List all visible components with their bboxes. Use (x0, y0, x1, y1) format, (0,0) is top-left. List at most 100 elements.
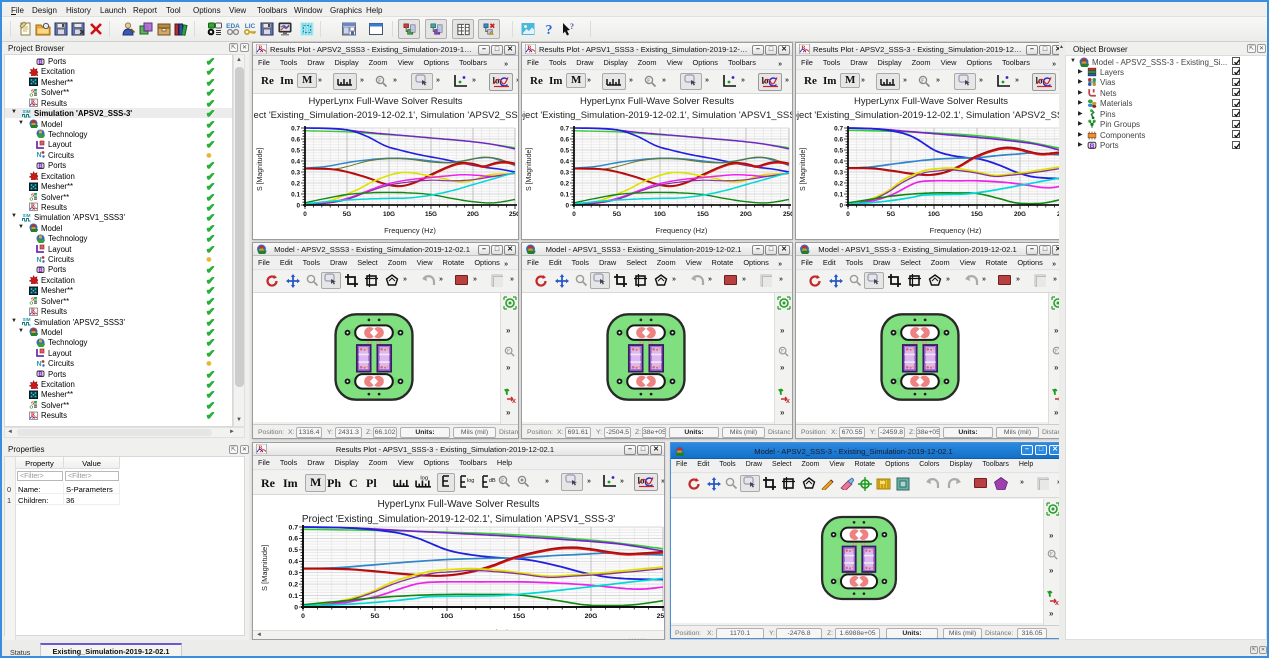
svg-text:0.7: 0.7 (560, 125, 569, 132)
svg-text:F: F (921, 79, 925, 85)
svg-text:0: 0 (846, 211, 850, 218)
svg-text:SIM: SIM (23, 109, 31, 114)
svg-text:S: S (31, 401, 35, 407)
svg-text:R: R (527, 45, 532, 51)
svg-text:F: F (1055, 349, 1058, 355)
svg-text:N: N (37, 257, 42, 264)
svg-text:25G: 25G (783, 211, 793, 218)
svg-text:0: 0 (294, 604, 298, 611)
svg-text:0.2: 0.2 (560, 180, 569, 187)
svg-text:0.4: 0.4 (834, 158, 843, 165)
svg-text:F: F (647, 79, 651, 85)
svg-text:x: x (786, 398, 790, 403)
svg-text:F: F (1050, 552, 1053, 558)
svg-text:0.3: 0.3 (560, 169, 569, 176)
svg-text:5G: 5G (887, 211, 896, 218)
svg-text:R: R (31, 412, 36, 418)
svg-text:S: S (31, 88, 35, 94)
svg-text:10G: 10G (441, 613, 454, 620)
svg-text:B: B (38, 268, 43, 274)
svg-text:5G: 5G (613, 211, 622, 218)
svg-text:0: 0 (296, 202, 300, 209)
svg-text:25G: 25G (657, 613, 665, 620)
svg-text:10G: 10G (928, 211, 940, 218)
svg-text:0.2: 0.2 (291, 180, 300, 187)
svg-text:0.4: 0.4 (289, 559, 299, 566)
svg-text:5G: 5G (370, 613, 379, 620)
svg-text:R: R (31, 99, 36, 105)
svg-text:0.2: 0.2 (834, 180, 843, 187)
svg-text:0.3: 0.3 (289, 570, 299, 577)
svg-text:O: O (30, 405, 34, 410)
svg-text:0.4: 0.4 (291, 158, 300, 165)
svg-text:x: x (1055, 600, 1059, 605)
svg-text:R: R (258, 445, 263, 451)
svg-text:F: F (378, 79, 382, 85)
svg-text:B: B (38, 60, 43, 66)
svg-text:0.5: 0.5 (289, 547, 299, 554)
svg-text:0.5: 0.5 (560, 147, 569, 154)
svg-text:20G: 20G (585, 613, 598, 620)
svg-text:0.7: 0.7 (291, 125, 300, 132)
svg-text:5G: 5G (343, 211, 352, 218)
svg-text:log: log (420, 475, 428, 481)
svg-text:dB: dB (489, 478, 496, 484)
svg-text:10G: 10G (383, 211, 395, 218)
svg-text:log: log (467, 478, 474, 484)
svg-text:20G: 20G (467, 211, 479, 218)
svg-text:R: R (258, 45, 263, 51)
svg-text:LIC: LIC (245, 23, 256, 30)
svg-text:Y: Y (504, 389, 509, 396)
svg-text:0.6: 0.6 (291, 136, 300, 143)
svg-text:0: 0 (565, 202, 569, 209)
svg-text:0.1: 0.1 (289, 593, 299, 600)
svg-text:10G: 10G (654, 211, 666, 218)
svg-text:B: B (38, 164, 43, 170)
svg-text:N: N (37, 361, 42, 368)
svg-text:0: 0 (303, 211, 307, 218)
svg-text:0.4: 0.4 (560, 158, 569, 165)
svg-text:R: R (31, 203, 36, 209)
svg-text:Y: Y (1052, 389, 1057, 396)
svg-text:15G: 15G (425, 211, 437, 218)
svg-text:0.3: 0.3 (291, 169, 300, 176)
svg-text:R: R (801, 45, 806, 51)
svg-text:0.6: 0.6 (834, 136, 843, 143)
svg-text:S: S (31, 297, 35, 303)
svg-text:Y: Y (1047, 591, 1052, 598)
svg-text:15G: 15G (513, 613, 526, 620)
svg-text:0.1: 0.1 (560, 191, 569, 198)
svg-text:S: S (31, 193, 35, 199)
svg-text:0.6: 0.6 (560, 136, 569, 143)
svg-text:?: ? (546, 23, 553, 37)
svg-text:F: F (507, 349, 510, 355)
svg-text:0.5: 0.5 (834, 147, 843, 154)
svg-text:O: O (30, 197, 34, 202)
svg-text:0.5: 0.5 (291, 147, 300, 154)
svg-text:0.7: 0.7 (834, 125, 843, 132)
svg-text:x: x (512, 398, 516, 403)
svg-text:0: 0 (839, 202, 843, 209)
svg-text:F: F (781, 349, 784, 355)
svg-text:0: 0 (572, 211, 576, 218)
svg-text:20G: 20G (1014, 211, 1026, 218)
svg-text:Y: Y (778, 389, 783, 396)
svg-text:F: F (501, 479, 505, 485)
svg-text:SIM: SIM (23, 213, 31, 218)
svg-text:?: ? (570, 22, 574, 31)
svg-text:0.3: 0.3 (834, 169, 843, 176)
svg-text:O: O (30, 301, 34, 306)
svg-text:O: O (30, 92, 34, 97)
svg-text:N: N (37, 152, 42, 159)
svg-text:0.1: 0.1 (834, 191, 843, 198)
svg-text:0.2: 0.2 (289, 581, 299, 588)
svg-text:0.1: 0.1 (291, 191, 300, 198)
svg-text:0.7: 0.7 (289, 524, 299, 531)
svg-text:B: B (1090, 143, 1095, 150)
svg-text:25G: 25G (509, 211, 519, 218)
svg-text:SIM: SIM (23, 317, 31, 322)
svg-text:15G: 15G (971, 211, 983, 218)
svg-text:20G: 20G (740, 211, 752, 218)
svg-text:B: B (38, 372, 43, 378)
svg-text:25G: 25G (1057, 211, 1059, 218)
